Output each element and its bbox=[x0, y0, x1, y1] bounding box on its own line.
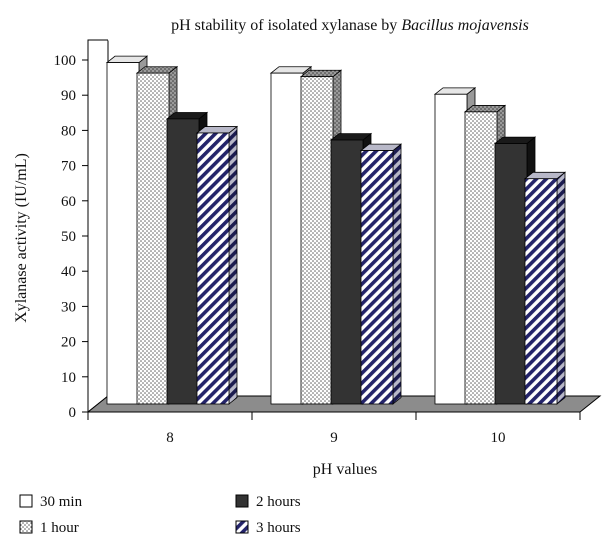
bar-side bbox=[392, 143, 402, 405]
legend-label: 30 min bbox=[40, 494, 83, 510]
y-tick-label: 40 bbox=[61, 264, 76, 280]
bar-front bbox=[270, 72, 304, 405]
bar-front bbox=[166, 118, 200, 405]
x-axis-label: pH values bbox=[313, 461, 377, 478]
y-tick-label: 0 bbox=[69, 405, 77, 421]
bar bbox=[359, 143, 403, 405]
x-tick-label: 9 bbox=[330, 430, 338, 446]
y-tick-label: 60 bbox=[61, 194, 76, 210]
legend-swatch bbox=[19, 520, 33, 534]
y-tick-label: 20 bbox=[61, 335, 76, 351]
bar-front bbox=[524, 178, 558, 405]
chart-title: pH stability of isolated xylanase by Bac… bbox=[171, 17, 529, 34]
bar-front bbox=[360, 150, 394, 405]
bar-front bbox=[136, 72, 170, 405]
bar bbox=[195, 125, 239, 405]
bar bbox=[523, 171, 567, 405]
legend-item: 2 hours bbox=[235, 494, 301, 510]
bar bbox=[105, 55, 149, 405]
y-axis-label: Xylanase activity (IU/mL) bbox=[13, 153, 30, 323]
x-tick-label: 8 bbox=[166, 430, 174, 446]
bar-side bbox=[228, 125, 238, 405]
x-axis: 8 9 10 bbox=[87, 411, 581, 446]
legend-label: 1 hour bbox=[40, 520, 79, 536]
legend-swatch bbox=[235, 520, 249, 534]
bar-front bbox=[300, 76, 334, 405]
bar-front bbox=[434, 93, 468, 405]
y-tick-label: 10 bbox=[61, 370, 76, 386]
legend-item: 30 min bbox=[19, 494, 83, 510]
bar-side bbox=[556, 171, 566, 405]
legend-label: 2 hours bbox=[256, 494, 301, 510]
legend-label: 3 hours bbox=[256, 520, 301, 536]
bar-front bbox=[464, 111, 498, 405]
legend: 30 min 1 hour 2 hours 3 hours bbox=[19, 494, 301, 536]
y-tick-label: 90 bbox=[61, 88, 76, 104]
bar-front bbox=[494, 143, 528, 405]
x-tick-label: 10 bbox=[491, 430, 506, 446]
legend-item: 1 hour bbox=[19, 520, 79, 536]
bar-front bbox=[330, 139, 364, 405]
y-tick-label: 30 bbox=[61, 299, 76, 315]
bars bbox=[105, 55, 567, 405]
legend-item: 3 hours bbox=[235, 520, 301, 536]
y-tick-label: 100 bbox=[54, 53, 77, 69]
left-wall bbox=[87, 39, 109, 414]
y-tick-label: 80 bbox=[61, 123, 76, 139]
y-axis: 0 10 20 30 40 50 60 70 80 90 100 bbox=[54, 53, 89, 421]
y-tick-label: 50 bbox=[61, 229, 76, 245]
bar-front bbox=[196, 132, 230, 405]
bar-front bbox=[106, 62, 140, 405]
legend-swatch bbox=[19, 494, 33, 508]
y-tick-label: 70 bbox=[61, 159, 76, 175]
legend-swatch bbox=[235, 494, 249, 508]
